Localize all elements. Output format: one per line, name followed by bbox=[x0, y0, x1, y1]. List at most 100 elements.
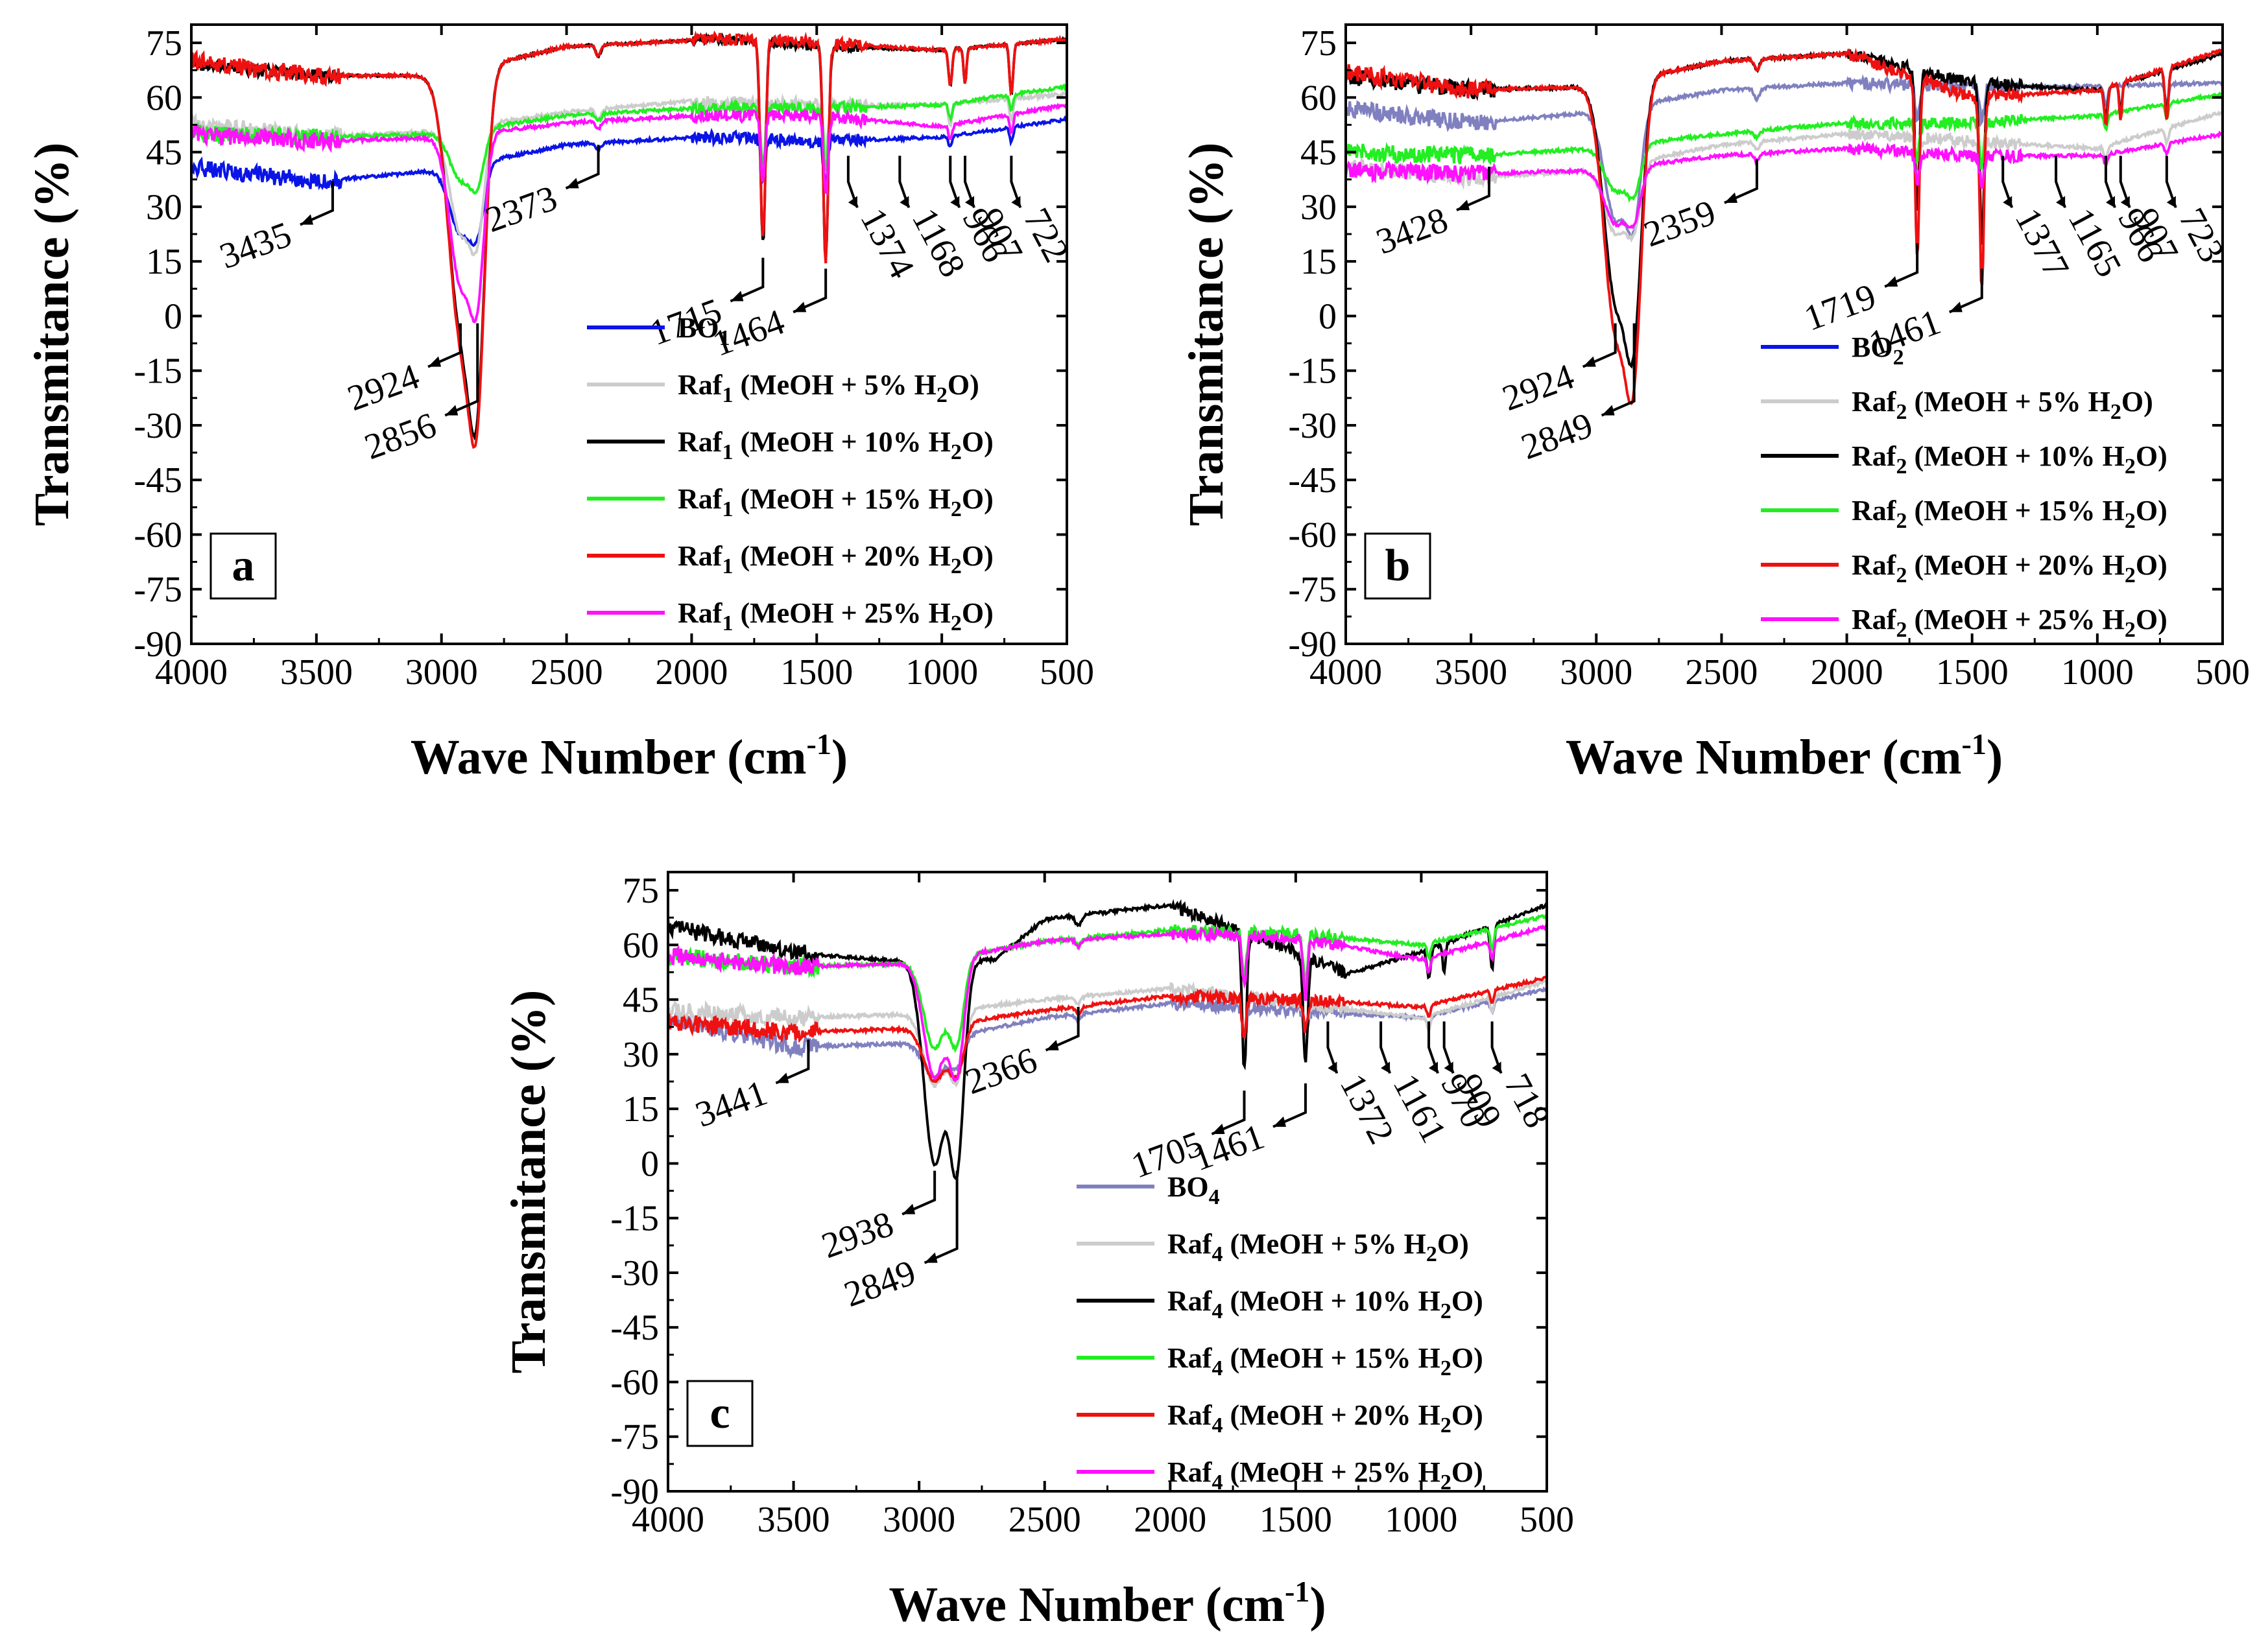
legend-entry: Raf4 (MeOH + 20% H2O) bbox=[1167, 1399, 1483, 1437]
legend-entry: Raf2 (MeOH + 25% H2O) bbox=[1852, 604, 2167, 642]
x-tick-label: 500 bbox=[1520, 1500, 1574, 1540]
y-axis-title: Transmitance (%) bbox=[501, 990, 556, 1374]
x-tick-label: 1500 bbox=[1259, 1500, 1332, 1540]
y-tick-label: -15 bbox=[610, 1199, 659, 1239]
y-tick-label: -60 bbox=[134, 515, 182, 555]
y-tick-label: 60 bbox=[623, 925, 659, 965]
x-tick-label: 4000 bbox=[1309, 652, 1382, 692]
series-group bbox=[191, 30, 1067, 449]
x-tick-label: 2500 bbox=[1009, 1500, 1081, 1540]
series-line-6 bbox=[1346, 130, 2223, 230]
y-tick-label: 45 bbox=[623, 980, 659, 1021]
legend-entry: Raf1 (MeOH + 5% H2O) bbox=[678, 369, 979, 407]
x-axis-title: Wave Number (cm-1) bbox=[411, 727, 848, 785]
y-tick-label: 60 bbox=[1300, 78, 1337, 118]
y-axis-title: Transmitance (%) bbox=[1179, 143, 1234, 526]
x-tick-label: 3500 bbox=[758, 1500, 830, 1540]
legend-entry: Raf1 (MeOH + 15% H2O) bbox=[678, 483, 994, 521]
x-tick-label: 2500 bbox=[1685, 652, 1758, 692]
y-tick-label: 75 bbox=[1300, 23, 1337, 64]
x-axis-title: Wave Number (cm-1) bbox=[889, 1575, 1326, 1632]
y-tick-label: 75 bbox=[146, 23, 182, 64]
y-tick-label: -15 bbox=[134, 351, 182, 392]
y-tick-label: -75 bbox=[610, 1417, 659, 1458]
y-tick-label: -15 bbox=[1288, 351, 1337, 392]
y-tick-label: 75 bbox=[623, 871, 659, 911]
panel-letter-box bbox=[1364, 532, 1431, 600]
y-tick-label: 15 bbox=[1300, 242, 1337, 282]
x-tick-label: 1000 bbox=[905, 652, 978, 692]
legend-entry: Raf1 (MeOH + 20% H2O) bbox=[678, 540, 994, 578]
x-tick-label: 2000 bbox=[1134, 1500, 1206, 1540]
panel-letter: c bbox=[710, 1388, 730, 1438]
series-group bbox=[1346, 47, 2223, 406]
x-tick-label: 1500 bbox=[780, 652, 853, 692]
legend-entry: Raf1 (MeOH + 10% H2O) bbox=[678, 426, 994, 464]
x-tick-label: 4000 bbox=[155, 652, 228, 692]
y-tick-label: -75 bbox=[134, 570, 182, 610]
x-tick-label: 1000 bbox=[1385, 1500, 1457, 1540]
legend-entry: Raf4 (MeOH + 25% H2O) bbox=[1167, 1456, 1483, 1495]
y-tick-label: -90 bbox=[610, 1472, 659, 1512]
x-tick-label: 3000 bbox=[405, 652, 478, 692]
legend-entry: BO4 bbox=[1167, 1171, 1220, 1209]
x-tick-label: 2500 bbox=[531, 652, 603, 692]
y-axis-title: Transmitance (%) bbox=[25, 143, 79, 526]
x-tick-label: 500 bbox=[1040, 652, 1094, 692]
y-tick-label: 45 bbox=[146, 133, 182, 173]
series-line-1 bbox=[668, 986, 1547, 1082]
legend-entry: Raf2 (MeOH + 15% H2O) bbox=[1852, 495, 2167, 533]
y-tick-label: -60 bbox=[610, 1362, 659, 1402]
legend-entry: Raf4 (MeOH + 15% H2O) bbox=[1167, 1342, 1483, 1380]
legend-entry: Raf1 (MeOH + 25% H2O) bbox=[678, 597, 994, 635]
y-tick-label: -90 bbox=[1288, 624, 1337, 665]
legend-entry: BO2 bbox=[1852, 331, 1904, 370]
y-tick-label: -90 bbox=[134, 624, 182, 665]
y-tick-label: 30 bbox=[1300, 187, 1337, 228]
legend: BO2 Raf2 (MeOH + 5% H2O) Raf2 (MeOH + 10% … bbox=[1761, 331, 2167, 642]
y-tick-label: -45 bbox=[1288, 460, 1337, 501]
y-tick-label: -45 bbox=[610, 1308, 659, 1348]
x-tick-label: 4000 bbox=[632, 1500, 704, 1540]
y-tick-label: 0 bbox=[164, 296, 182, 337]
series-line-2 bbox=[668, 979, 1547, 1089]
legend-entry: Raf4 (MeOH + 10% H2O) bbox=[1167, 1285, 1483, 1323]
y-tick-label: -30 bbox=[1288, 406, 1337, 446]
series-line-1 bbox=[1346, 74, 2223, 239]
series-line-5 bbox=[1346, 47, 2223, 406]
legend-entry: Raf2 (MeOH + 20% H2O) bbox=[1852, 549, 2167, 587]
x-tick-label: 3500 bbox=[1435, 652, 1507, 692]
series-line-5 bbox=[668, 975, 1547, 1083]
legend: BO4 Raf4 (MeOH + 5% H2O) Raf4 (MeOH + 10% … bbox=[1077, 1171, 1483, 1495]
panel-letter: a bbox=[232, 541, 255, 591]
legend-entry: Raf2 (MeOH + 5% H2O) bbox=[1852, 386, 2153, 424]
panel-letter: b bbox=[1385, 541, 1411, 591]
legend-entry: Raf2 (MeOH + 10% H2O) bbox=[1852, 440, 2167, 479]
series-line-1 bbox=[191, 115, 1067, 248]
x-tick-label: 3000 bbox=[883, 1500, 955, 1540]
y-tick-label: 15 bbox=[623, 1089, 659, 1129]
panel-letter-box bbox=[686, 1380, 754, 1447]
y-tick-label: 0 bbox=[1319, 296, 1337, 337]
y-tick-label: -75 bbox=[1288, 570, 1337, 610]
x-tick-label: 3000 bbox=[1560, 652, 1632, 692]
series-line-2 bbox=[1346, 110, 2223, 243]
y-tick-label: -30 bbox=[134, 406, 182, 446]
legend-entry: Raf4 (MeOH + 5% H2O) bbox=[1167, 1228, 1469, 1266]
y-tick-label: 0 bbox=[641, 1144, 659, 1184]
y-tick-label: 30 bbox=[146, 187, 182, 228]
y-tick-label: -30 bbox=[610, 1253, 659, 1294]
series-line-6 bbox=[668, 924, 1547, 1083]
panel-letter-box bbox=[209, 532, 277, 600]
y-tick-label: 30 bbox=[623, 1035, 659, 1075]
series-line-6 bbox=[191, 102, 1067, 324]
y-tick-label: -45 bbox=[134, 460, 182, 501]
y-tick-label: 15 bbox=[146, 242, 182, 282]
series-line-4 bbox=[1346, 91, 2223, 203]
legend-entry: BO1 bbox=[678, 312, 730, 350]
series-group bbox=[668, 899, 1547, 1181]
